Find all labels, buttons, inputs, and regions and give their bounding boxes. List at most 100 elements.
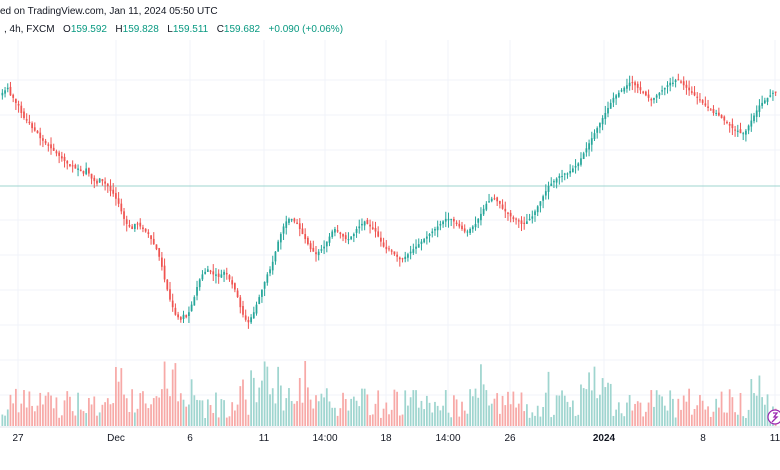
- volume-bar: [534, 415, 536, 426]
- volume-bar: [569, 407, 572, 426]
- volume-bar: [498, 413, 501, 426]
- candle-body: [69, 164, 71, 166]
- volume-bar: [401, 414, 404, 426]
- candle-body: [439, 223, 442, 226]
- volume-bar: [450, 417, 453, 426]
- candle-body: [234, 283, 236, 290]
- candle-body: [196, 287, 198, 296]
- volume-bar: [377, 390, 380, 426]
- candle-body: [539, 201, 542, 206]
- volume-bar: [712, 411, 715, 426]
- volume-bar: [220, 399, 223, 426]
- x-tick-label: 18: [380, 433, 392, 444]
- candle-body: [569, 171, 572, 174]
- volume-bar: [628, 395, 631, 426]
- volume-bar: [685, 401, 688, 426]
- volume-bar: [58, 417, 61, 426]
- candle-body: [436, 226, 439, 231]
- candle-body: [198, 279, 201, 288]
- volume-bar: [36, 405, 39, 426]
- candle-body: [536, 206, 539, 213]
- open-label: O: [63, 24, 71, 35]
- x-tick-label: 2024: [593, 433, 616, 444]
- candle-body: [704, 103, 707, 106]
- candle-body: [244, 315, 247, 320]
- volume-bar: [436, 405, 439, 426]
- candle-body: [398, 257, 401, 260]
- candle-body: [444, 218, 447, 222]
- candle-body: [87, 168, 90, 174]
- volume-bar: [599, 394, 601, 426]
- volume-bar: [355, 400, 358, 426]
- volume-bar: [509, 404, 512, 426]
- candle-body: [12, 94, 15, 98]
- volume-bar: [252, 377, 255, 426]
- candle-body: [315, 252, 317, 255]
- volume-bar: [709, 416, 712, 426]
- candle-body: [231, 280, 234, 285]
- candle-body: [117, 198, 120, 204]
- volume-bar: [101, 404, 104, 426]
- tv-logo-icon[interactable]: [767, 409, 780, 425]
- candle-body: [206, 269, 209, 272]
- volume-bar: [63, 400, 66, 426]
- volume-bar: [301, 402, 304, 426]
- volume-bar: [44, 395, 47, 426]
- volume-bar: [663, 405, 666, 426]
- volume-bar: [507, 391, 509, 426]
- candle-body: [731, 124, 734, 129]
- volume-bar: [77, 392, 79, 426]
- candle-body: [220, 274, 223, 278]
- volume-bar: [174, 363, 177, 426]
- candle-body: [734, 129, 736, 131]
- volume-bar: [420, 400, 423, 426]
- volume-bar: [550, 417, 553, 426]
- volume-bar: [339, 408, 342, 426]
- x-tick-label: 11: [770, 433, 780, 444]
- volume-bar: [79, 409, 82, 426]
- candle-body: [647, 94, 650, 98]
- volume-bar: [631, 410, 634, 426]
- volume-bar: [163, 361, 166, 426]
- candle-body: [131, 226, 134, 229]
- symbol-label: , 4h, FXCM: [4, 24, 55, 35]
- candle-body: [160, 257, 163, 267]
- candle-body: [33, 127, 36, 131]
- volume-bar: [296, 401, 298, 426]
- close-label: C: [217, 24, 224, 35]
- volume-bar: [144, 403, 147, 426]
- volume-bar: [504, 405, 507, 426]
- candle-body: [325, 241, 328, 247]
- candle-body: [258, 297, 261, 304]
- volume-bar: [607, 382, 609, 426]
- candle-body: [401, 258, 404, 260]
- volume-bars: [1, 360, 777, 426]
- candle-body: [142, 227, 144, 229]
- candle-body: [682, 81, 685, 86]
- volume-bar: [717, 407, 720, 426]
- candle-body: [250, 317, 252, 323]
- candle-body: [631, 82, 634, 84]
- candle-body: [474, 223, 477, 228]
- volume-bar: [369, 415, 371, 426]
- volume-bar: [388, 414, 390, 426]
- candle-body: [577, 163, 580, 167]
- volume-bar: [609, 383, 612, 426]
- candle-body: [301, 228, 304, 235]
- volume-bar: [623, 416, 626, 426]
- volume-bar: [425, 395, 428, 426]
- volume-bar: [409, 397, 412, 426]
- volume-bar: [490, 403, 493, 426]
- volume-bar: [644, 411, 647, 426]
- volume-bar: [109, 404, 112, 426]
- volume-bar: [636, 401, 639, 426]
- candle-body: [563, 173, 566, 175]
- volume-bar: [177, 401, 179, 426]
- candle-body: [66, 161, 69, 164]
- candle-body: [634, 82, 636, 86]
- candle-body: [155, 244, 158, 250]
- candle-body: [323, 246, 325, 249]
- volume-bar: [666, 410, 669, 426]
- candle-body: [653, 97, 655, 100]
